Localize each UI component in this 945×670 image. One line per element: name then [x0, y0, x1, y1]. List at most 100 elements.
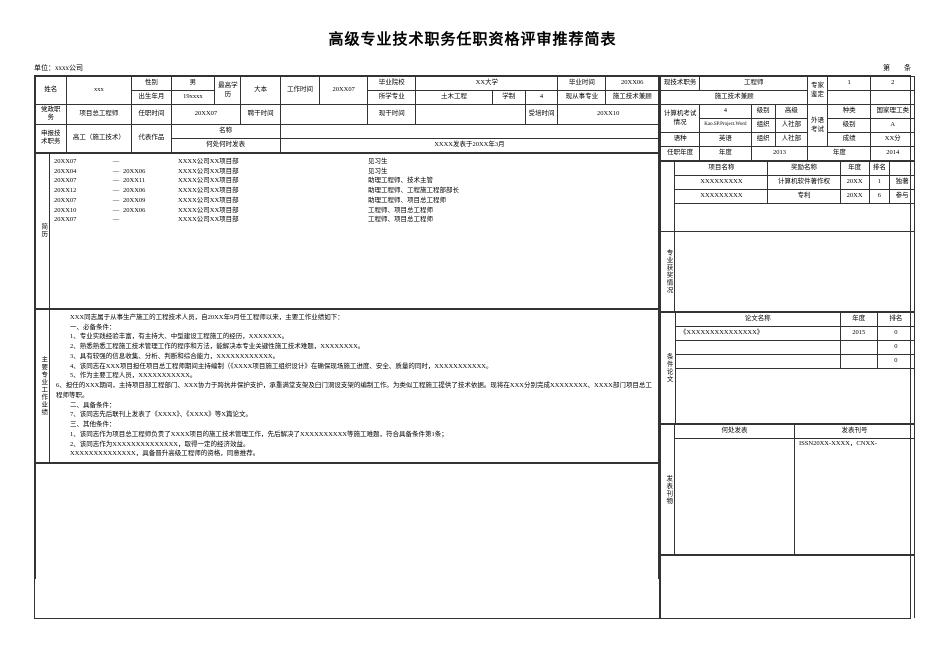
assess-l4: 4、该同志在XXX项目担任项目总工程师期间主持编制（《XXXX项目施工组织设计》… — [56, 362, 652, 372]
worktime-value: 20XX07 — [320, 77, 368, 105]
pub-issn: ISSN20XX-XXXX，CNXX- — [795, 439, 915, 555]
assess-table: 主要专业工作业绩 XXX同志属于从事生产施工的工程技术人员，自20XX年9月任工… — [35, 309, 659, 463]
train-value: 20XX10 — [558, 105, 659, 125]
assess-l7: 7、该同志先后联刊上发表了《XXXX》、《XXXX》等X篇论文。 — [56, 410, 652, 420]
appoint-value: 20XX07 — [171, 105, 241, 125]
proj-label: Kao.SP.Project.Word — [700, 119, 751, 133]
proj-r0-name: XXXXXXXXX — [675, 176, 768, 190]
repwork-when-label: 何处何时发表 — [171, 138, 280, 152]
gradtime-value: 20XX06 — [606, 77, 659, 91]
langname-value: 英语 — [700, 133, 751, 147]
complev-label: 级别 — [751, 105, 775, 119]
passdept-label: 组织 — [751, 119, 775, 133]
appoint-label: 任职时间 — [132, 105, 171, 125]
resume-row: 20XX10—20XX06XXXX公司XX项目部工程师、项目总工程师 — [54, 206, 654, 216]
thesis-r2-year — [840, 355, 877, 369]
assess-l9: 2、该同志作为XXXXXXXXXXXXXX，取得一定的经济效益。 — [56, 440, 652, 450]
langlev-value: A — [871, 119, 915, 133]
cond-label: 条件论文 — [661, 313, 676, 424]
thesis-r1-year — [840, 341, 877, 355]
train-label: 受培时间 — [525, 105, 558, 125]
score-value: XX分 — [871, 133, 915, 147]
thesis-r1-rank: 0 — [877, 341, 914, 355]
compexam-label: 计算机考试情况 — [661, 105, 700, 133]
unit-label: 单位： — [34, 64, 55, 72]
year-label: 年度 — [700, 147, 751, 161]
assess-sec1: 一、必备条件： — [56, 323, 652, 333]
thesis-r0-name: 《XXXXXXXXXXXXXXX》 — [675, 327, 840, 341]
repwork-name-label: 名称 — [171, 124, 280, 138]
langname-label: 语种 — [661, 133, 700, 147]
page-title: 高级专业技术职务任职资格评审推荐简表 — [34, 28, 911, 49]
name-label: 姓名 — [36, 77, 67, 105]
expert-col2: 2 — [871, 77, 915, 91]
proj-r1-rank: 6 — [869, 190, 890, 204]
assess-l5: 5、作为主要工程人员，XXXXXXXXXXX。 — [56, 371, 652, 381]
blank-c2 — [871, 91, 915, 105]
repwork-label: 代表作品 — [132, 124, 171, 152]
thesis-blank — [675, 369, 914, 424]
resume-row: 20XX07—XXXX公司XX项目部见习生 — [54, 157, 654, 167]
thesis-r2-name — [675, 355, 840, 369]
assess-l3: 3、具有较强的信息收集、分析、判断和综合能力，XXXXXXXXXXXX。 — [56, 352, 652, 362]
achiev-empty — [675, 232, 915, 312]
langkind-value: 国家理工类 — [871, 105, 915, 119]
curtitle-label: 现技术职务 — [661, 77, 700, 91]
assess-sec3: 三、其他条件： — [56, 420, 652, 430]
resume-row: 20XX12—20XX06XXXX公司XX项目部助理工程师、工程施工程部部长 — [54, 186, 654, 196]
hire-value — [280, 105, 367, 125]
col-proj: 项目名称 — [675, 162, 768, 176]
hireend-label: 现干时间 — [368, 105, 416, 125]
proj-r1-award: 专利 — [768, 190, 840, 204]
assess-intro: XXX同志属于从事生产施工的工程技术人员，自20XX年9月任工程师以来，主要工作… — [56, 313, 652, 323]
resume-row: 20XX07—20XX09XXXX公司XX项目部助理工程师、项目总工程师 — [54, 196, 654, 206]
resume-row: 20XX07—20XX11XXXX公司XX项目部助理工程师、技术主管 — [54, 176, 654, 186]
pub-table: 发表刊物 何处发表 发表刊号 ISSN20XX-XXXX，CNXX- — [660, 424, 915, 555]
gradschool-value: XX大学 — [416, 77, 558, 91]
page-left: 第 — [883, 64, 890, 72]
assess-l1: 1、专业实践经验丰富，有主持大、中型建设工程施工的经历，XXXXXXX。 — [56, 332, 652, 342]
name-value: xxx — [66, 77, 132, 105]
major-value: 土木工程 — [416, 91, 493, 105]
resume-row: 20XX04—20XX06XXXX公司XX项目部见习生 — [54, 167, 654, 177]
passdept-value: 人社部 — [775, 119, 808, 133]
pub-where-empty — [675, 439, 795, 555]
bottom-left-empty — [35, 463, 659, 579]
assess-l2: 2、熟悉熟悉工程施工技术管理工作的程序和方法，能解决本专业关键性施工技术难题，X… — [56, 342, 652, 352]
thesis-col-year: 年度 — [840, 313, 877, 327]
resume-label: 简历 — [36, 153, 50, 308]
achiev-space — [661, 162, 675, 232]
proj-r0-year: 20XX — [840, 176, 869, 190]
meta-row: 单位：xxxx公司 第 条 — [34, 63, 911, 73]
expert-label: 专家鉴定 — [808, 77, 828, 105]
thesis-r0-rank: 0 — [877, 327, 914, 341]
pub-col-issn: 发表刊号 — [795, 425, 915, 439]
langkind-label: 种类 — [827, 105, 871, 119]
curpos-value: 项目总工程师 — [66, 105, 132, 125]
expert-col1: 1 — [827, 77, 871, 91]
col-rank: 排名 — [869, 162, 890, 176]
thesis-col-name: 论文名称 — [675, 313, 840, 327]
compnum: 4 — [700, 105, 751, 119]
assess-l6: 6、担任的XXX期间，主持项目部工程部门、XXX协力于跨抗井保护支护，承重满堂支… — [56, 381, 652, 401]
pub-col-where: 何处发表 — [675, 425, 795, 439]
unit-value: xxxx公司 — [55, 64, 83, 72]
major-label: 所学专业 — [368, 91, 416, 105]
col-year: 年度 — [840, 162, 869, 176]
curwork-label: 现从事专业 — [558, 91, 606, 105]
score-label: 成绩 — [827, 133, 871, 147]
col-note — [890, 162, 915, 176]
curwork2-value: 施工技术兼顾 — [661, 91, 808, 105]
thesis-r2-rank: 0 — [877, 355, 914, 369]
blank-c1 — [827, 91, 871, 105]
page-right: 条 — [904, 64, 911, 72]
resume-row: 20XX07—XXXX公司XX项目部工程师、项目总工程师 — [54, 215, 654, 225]
proj-r1-year: 20XX — [840, 190, 869, 204]
apply-label: 申报技术职务 — [36, 124, 67, 152]
assess-l8: 1、该同志作为项目总工程师负责了XXXX项目的施工技术管理工作，先后解决了XXX… — [56, 430, 652, 440]
proj-blank — [675, 204, 915, 232]
pub-label: 发表刊物 — [661, 425, 675, 555]
assess-summary: XXXXXXXXXXXXXX，具备晋升高级工程师的资格，同意推荐。 — [56, 449, 652, 459]
langlev-label: 级别 — [827, 119, 871, 133]
proj-r1-note: 参与 — [890, 190, 915, 204]
